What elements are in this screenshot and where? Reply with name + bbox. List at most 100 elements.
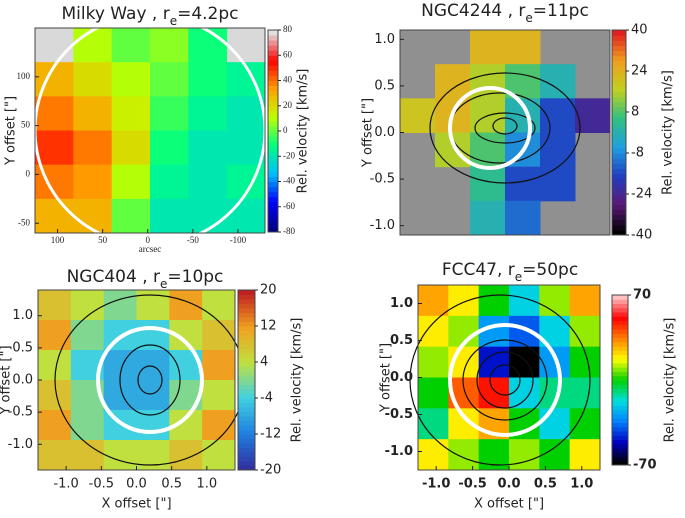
velocity-cell <box>226 96 266 131</box>
colorbar-step <box>612 439 628 445</box>
colorbar-step <box>268 115 278 122</box>
colorbar-step <box>238 375 255 381</box>
y-tick-label: 1.0 <box>374 32 395 47</box>
velocity-cell <box>478 285 510 317</box>
colorbar-tick-label: -70 <box>633 458 657 473</box>
colorbar-step <box>612 324 628 330</box>
velocity-cell <box>470 200 506 236</box>
velocity-cell <box>202 380 236 411</box>
colorbar-step <box>268 35 278 41</box>
colorbar-step <box>268 65 278 71</box>
colorbar-step <box>612 219 626 226</box>
title-end: =4.2pc <box>177 4 238 24</box>
velocity-cell <box>188 198 228 234</box>
velocity-cell <box>136 440 170 471</box>
colorbar-step <box>612 106 626 113</box>
velocity-cell <box>70 440 105 471</box>
colorbar-step <box>268 50 278 56</box>
colorbar-step <box>238 411 255 417</box>
velocity-cell <box>150 198 189 234</box>
colorbar-step <box>612 183 626 190</box>
colorbar-step <box>612 214 626 221</box>
x-tick-label: 0.0 <box>497 477 520 492</box>
velocity-cell <box>226 198 266 234</box>
velocity-cell <box>226 130 266 166</box>
velocity-cell <box>38 320 72 351</box>
colorbar-step <box>612 65 626 72</box>
velocity-cell <box>150 96 189 131</box>
colorbar-step <box>238 407 255 412</box>
colorbar-step <box>268 105 278 112</box>
colorbar-step <box>612 158 626 164</box>
velocity-cell <box>35 198 74 234</box>
colorbar-step <box>612 329 628 334</box>
colorbar-step <box>612 422 628 428</box>
colorbar-step <box>612 147 626 154</box>
colorbar-step <box>612 153 626 159</box>
y-tick-label: 1.0 <box>390 296 413 311</box>
colorbar-step <box>612 209 626 215</box>
velocity-cell <box>539 346 571 378</box>
colorbar-step <box>268 40 278 46</box>
velocity-cell <box>470 166 506 202</box>
colorbar-step <box>238 380 255 385</box>
colorbar-step <box>238 465 255 471</box>
velocity-cell <box>136 380 170 411</box>
velocity-cell <box>111 130 151 166</box>
velocity-cell <box>38 440 72 471</box>
colorbar-tick-label: -60 <box>283 201 295 211</box>
colorbar-step <box>238 321 255 327</box>
velocity-cell <box>539 439 571 471</box>
velocity-cell <box>188 62 228 97</box>
colorbar-tick-label: 40 <box>631 23 648 38</box>
colorbar-step <box>612 448 628 453</box>
y-tick-label: -1.0 <box>8 437 33 452</box>
x-tick-label: 0.0 <box>126 477 147 492</box>
colorbar-step <box>612 91 626 98</box>
x-tick-label: 1.0 <box>570 477 593 492</box>
colorbar-step <box>612 380 628 385</box>
x-tick-label: -100 <box>230 235 247 245</box>
x-tick-label: -1.0 <box>53 477 78 492</box>
colorbar-frame <box>237 289 256 471</box>
title-subscript: e <box>515 270 522 284</box>
colorbar-tick-label: 0 <box>283 125 288 135</box>
velocity-cell <box>73 198 113 234</box>
colorbar-step <box>612 346 628 351</box>
y-tick-label: -0.5 <box>370 172 395 187</box>
velocity-cell <box>540 132 576 168</box>
colorbar-step <box>612 142 626 149</box>
velocity-cell <box>569 315 601 348</box>
colorbar-step <box>268 125 278 132</box>
colorbar-step <box>238 357 255 363</box>
x-tick-label: 0 <box>145 235 150 245</box>
x-tick-label: 100 <box>51 235 65 245</box>
colorbar-step <box>238 452 255 457</box>
colorbar-tick-label: -20 <box>283 150 295 160</box>
colorbar-step <box>612 117 626 123</box>
velocity-cell <box>509 439 540 471</box>
velocity-cell <box>569 439 601 471</box>
colorbar-step <box>612 101 626 108</box>
velocity-cell <box>73 96 113 131</box>
colorbar-step <box>612 350 628 355</box>
contour <box>492 117 518 135</box>
colorbar-step <box>268 55 278 61</box>
colorbar-step <box>612 443 628 449</box>
velocity-cell <box>509 315 540 348</box>
colorbar-tick-label: 8 <box>631 105 639 120</box>
title-subscript: e <box>170 14 177 28</box>
colorbar-step <box>268 45 278 51</box>
colorbar-step <box>238 438 255 444</box>
colorbar-step <box>268 221 278 228</box>
velocity-cell <box>478 439 510 471</box>
colorbar-step <box>238 299 255 304</box>
y-tick-label: -1.0 <box>370 218 395 233</box>
colorbar-step <box>238 456 255 462</box>
velocity-cell <box>150 62 189 97</box>
colorbar-step <box>612 312 628 317</box>
effective-radius <box>448 323 562 437</box>
colorbar-step <box>268 90 278 97</box>
contour <box>476 351 534 409</box>
colorbar-step <box>612 163 626 169</box>
